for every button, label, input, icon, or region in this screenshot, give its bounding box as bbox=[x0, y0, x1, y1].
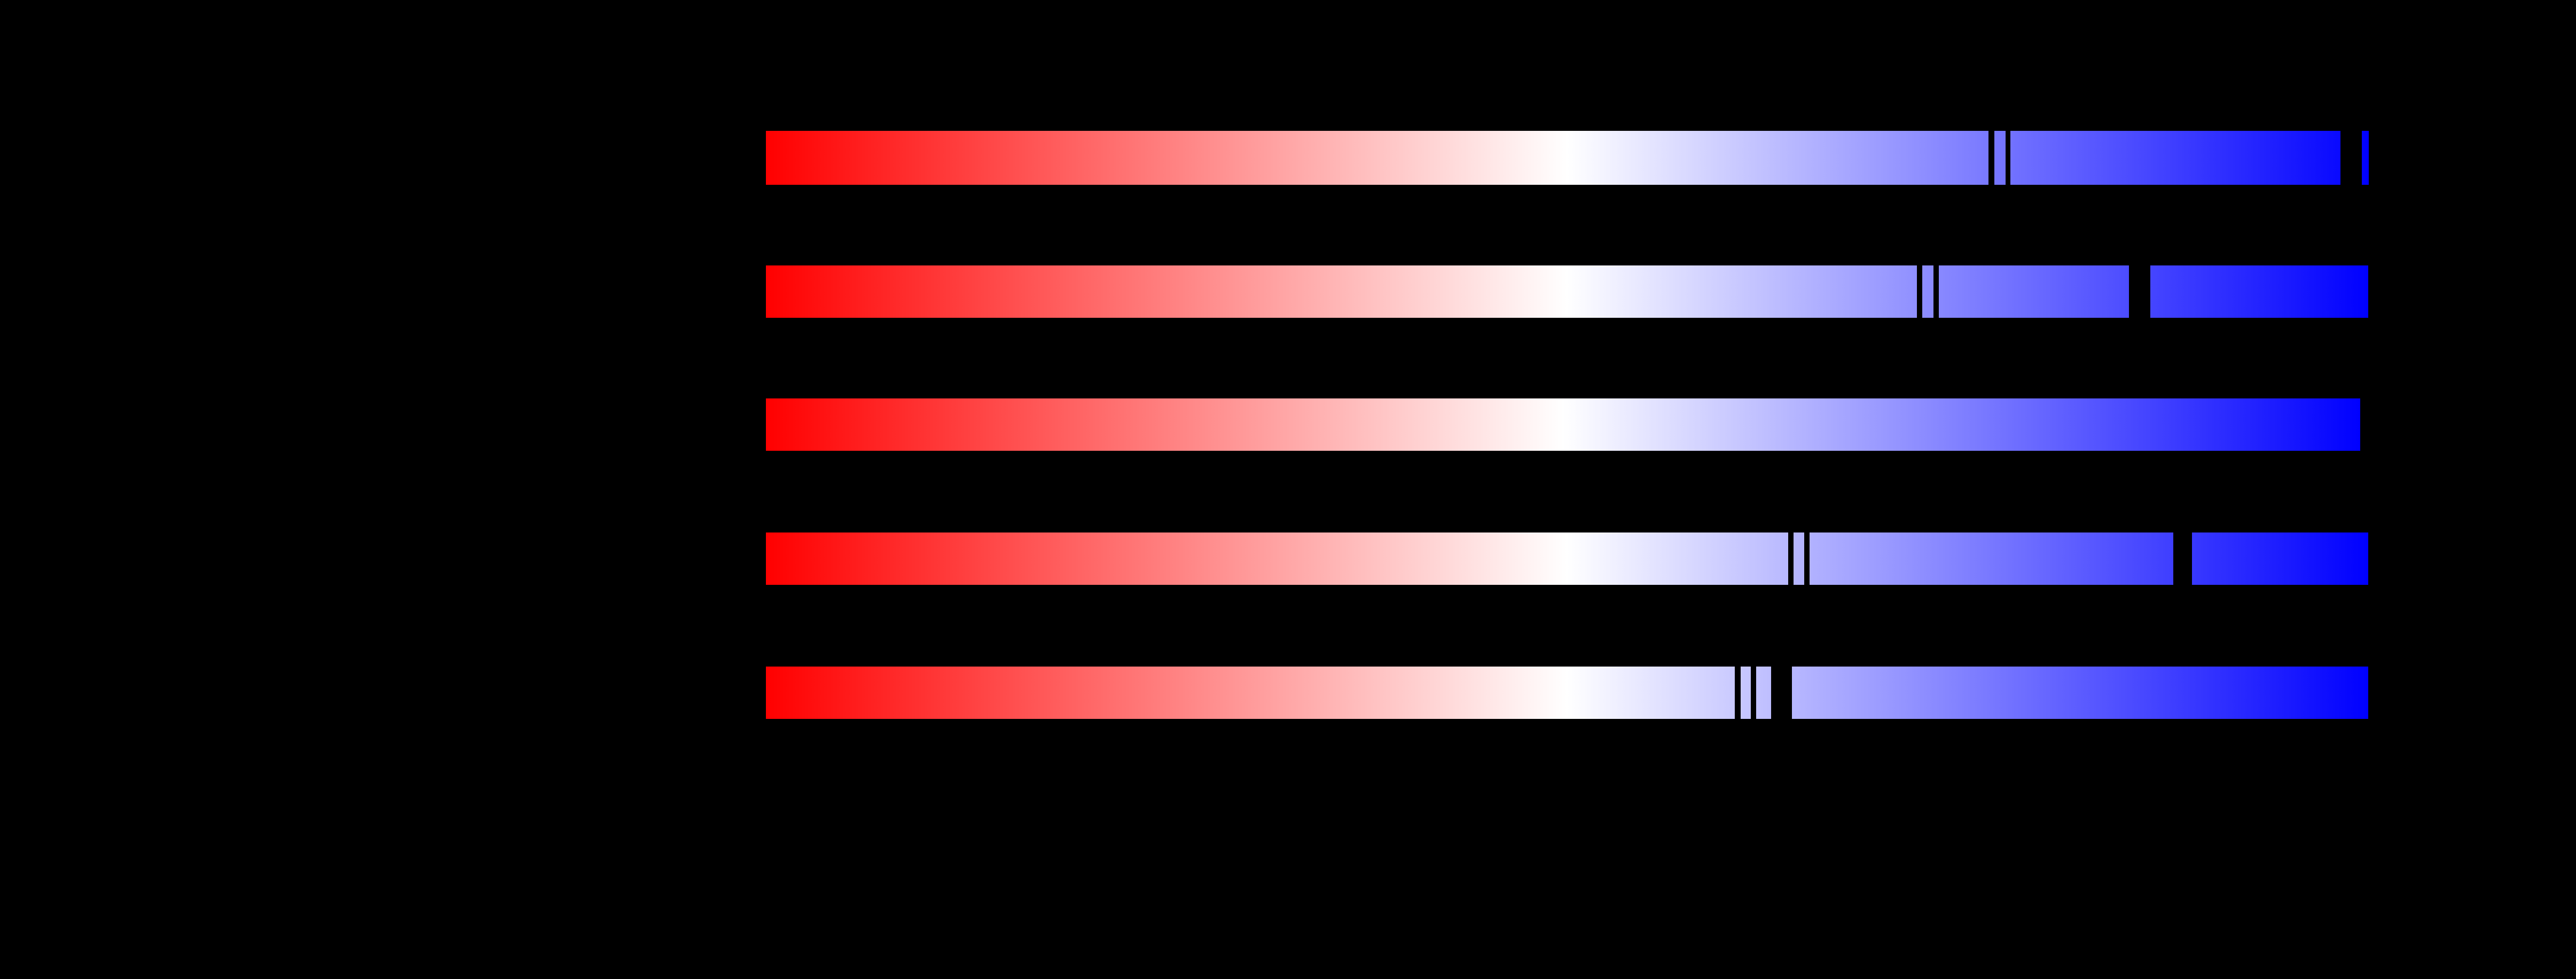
gradient-bar-row-1 bbox=[766, 131, 2369, 185]
tick-mark bbox=[2340, 131, 2362, 185]
gradient-bar-row-4 bbox=[766, 532, 2368, 585]
tick-mark bbox=[2173, 532, 2192, 585]
tick-mark bbox=[1988, 131, 1994, 185]
tick-mark bbox=[1751, 667, 1756, 719]
tick-mark bbox=[1804, 532, 1810, 585]
tick-mark bbox=[2129, 265, 2150, 318]
tick-mark bbox=[1788, 532, 1794, 585]
tick-mark bbox=[2006, 131, 2010, 185]
gradient-bar-row-2 bbox=[766, 265, 2368, 318]
tick-mark bbox=[1917, 265, 1922, 318]
tick-mark bbox=[1933, 265, 1939, 318]
gradient-bar-row-5 bbox=[766, 667, 2368, 719]
tick-mark bbox=[1735, 667, 1741, 719]
tick-mark bbox=[1771, 667, 1792, 719]
gradient-bar-row-3 bbox=[766, 398, 2360, 451]
